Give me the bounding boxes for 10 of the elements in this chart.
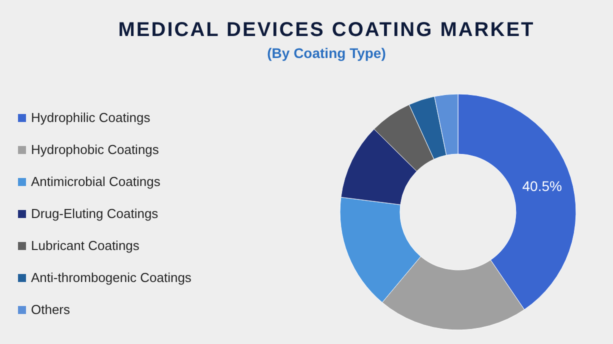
legend-label: Hydrophilic Coatings [31, 110, 151, 125]
chart-title: MEDICAL DEVICES COATING MARKET [118, 19, 535, 41]
legend-label: Lubricant Coatings [31, 238, 140, 253]
legend-label: Others [31, 302, 71, 317]
legend-label: Antimicrobial Coatings [31, 174, 161, 189]
legend-label: Drug-Eluting Coatings [31, 206, 159, 221]
chart-subtitle: (By Coating Type) [267, 45, 386, 61]
legend-label: Anti-thrombogenic Coatings [31, 270, 192, 285]
legend-label: Hydrophobic Coatings [31, 142, 160, 157]
data-label: 40.5% [522, 178, 562, 194]
